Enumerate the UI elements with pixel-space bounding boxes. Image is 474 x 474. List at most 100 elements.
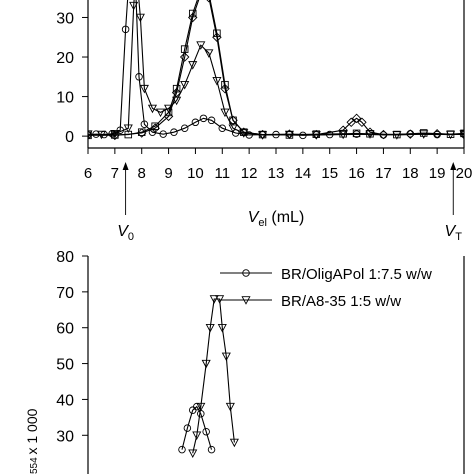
top-series-4-point-24 — [405, 129, 416, 139]
bottom-series-2-point-2 — [192, 431, 202, 441]
top-series-2-point-3 — [110, 130, 120, 139]
bottom-series-2-point-5 — [205, 323, 215, 333]
bottom-y-tick-label: 40 — [56, 392, 74, 409]
top-series-3-point-23 — [419, 129, 428, 137]
top-series-4-point-23 — [378, 129, 389, 140]
bottom-series-1-point-6 — [202, 427, 210, 436]
top-x-tick-label: 17 — [375, 165, 392, 182]
top-series-1-point-15 — [191, 118, 200, 127]
top-y-tick-label: 10 — [56, 90, 74, 107]
top-series-1-line — [88, 0, 464, 136]
bottom-series-2-point-9 — [221, 352, 231, 362]
top-series-4-point-8 — [188, 12, 198, 23]
top-series-1-point-20 — [245, 131, 253, 139]
top-x-tick-label: 11 — [214, 165, 230, 182]
top-series-3-point-20 — [352, 129, 361, 138]
top-series-2-point-8 — [139, 84, 149, 94]
bottom-chart-panel: 30 40 50 60 70 80 554 x 1 000 BR/OligAPol 1:7.… — [24, 249, 465, 474]
bottom-y-tick-label: 60 — [56, 321, 74, 338]
bottom-series-2-point-10 — [225, 402, 235, 412]
top-series-2-point-5 — [129, 1, 139, 11]
bottom-series-2-point-3 — [196, 402, 206, 412]
top-series-4-point-22 — [365, 127, 375, 137]
top-x-tick-label: 16 — [348, 165, 365, 182]
top-series-1-point-12 — [159, 130, 167, 138]
top-series-4-point-10 — [206, 0, 212, 3]
top-x-tick-label: 6 — [84, 165, 92, 182]
top-series-2-point-24 — [338, 130, 348, 140]
top-series-1-point-6 — [121, 25, 130, 34]
top-chart-panel: 01020304067891011121314151617181920Vel (… — [56, 0, 472, 243]
bottom-series-2-point-4 — [201, 359, 211, 369]
top-series-1-point-14 — [180, 124, 189, 132]
top-series-4-point-15 — [257, 129, 268, 140]
top-series-4-point-16 — [284, 129, 295, 139]
top-series-1-point-22 — [299, 131, 307, 140]
top-series-2-line — [88, 0, 464, 136]
top-series-4-point-20 — [351, 113, 362, 124]
bottom-chart-marks — [178, 295, 239, 458]
top-series-1-point-10 — [140, 120, 149, 129]
top-series-3-point-5 — [151, 122, 159, 130]
top-series-3-point-14 — [229, 116, 237, 125]
bottom-series-2-line — [192, 298, 235, 454]
top-series-1-point-13 — [170, 128, 178, 136]
top-chart-marks — [88, 0, 464, 141]
bottom-series-1-point-1 — [178, 445, 186, 454]
top-y-tick-label: 20 — [56, 50, 74, 67]
top-y-tick-label: 0 — [65, 129, 74, 146]
bottom-y-tick-label: 30 — [56, 428, 74, 445]
top-series-2-point-7 — [135, 13, 145, 23]
bottom-y-tick-label: 70 — [56, 285, 74, 302]
top-series-4-point-13 — [228, 115, 238, 126]
top-series-1-point-16 — [199, 114, 208, 123]
volume-marker-arrowhead-2 — [450, 162, 457, 170]
top-x-tick-label: 13 — [268, 165, 285, 182]
top-x-tick-label: 14 — [295, 165, 312, 182]
legend-marker-1 — [242, 269, 250, 277]
top-series-4-point-3 — [136, 128, 147, 138]
top-series-1-point-17 — [207, 116, 216, 125]
top-series-4-line — [88, 0, 464, 136]
top-x-tick-label: 8 — [138, 165, 146, 182]
top-series-4-point-21 — [357, 117, 367, 128]
top-series-2-point-16 — [204, 49, 214, 58]
top-x-tick-label: 20 — [456, 165, 473, 182]
bottom-series-2-point-11 — [229, 438, 239, 448]
top-series-2-point-20 — [239, 129, 249, 138]
top-series-4-point-14 — [239, 127, 249, 137]
top-series-4-point-1 — [88, 130, 93, 140]
top-series-2-point-15 — [196, 41, 206, 50]
top-series-4-point-4 — [150, 123, 160, 133]
top-series-2-point-17 — [212, 77, 222, 86]
top-series-1-point-9 — [135, 73, 143, 81]
top-series-2-point-10 — [155, 108, 166, 118]
top-x-tick-label: 10 — [187, 165, 204, 182]
bottom-y-tick-label: 80 — [56, 249, 74, 266]
top-x-tick-label: 18 — [402, 165, 419, 182]
top-series-1-point-18 — [218, 124, 227, 132]
top-y-tick-label: 30 — [56, 10, 74, 27]
top-series-4-point-2 — [110, 130, 120, 141]
legend-label-2: BR/A8-35 1:5 w/w — [281, 293, 401, 310]
bottom-series-2-point-6 — [209, 295, 219, 304]
volume-marker-arrowhead-1 — [122, 162, 129, 170]
top-series-2-point-4 — [123, 124, 133, 133]
top-series-4-point-11 — [212, 32, 222, 42]
bottom-series-2-point-7 — [215, 295, 225, 304]
top-series-4-point-12 — [220, 83, 230, 94]
bottom-series-2-point-1 — [188, 449, 198, 458]
top-series-4-point-19 — [346, 117, 356, 128]
bottom-series-2-point-8 — [217, 323, 227, 333]
top-x-tick-label: 12 — [241, 165, 258, 182]
top-series-4-point-5 — [163, 111, 174, 122]
top-series-4-point-17 — [311, 129, 322, 140]
top-series-4-point-25 — [432, 129, 442, 139]
top-series-4-point-7 — [179, 52, 190, 62]
top-x-tick-label: 7 — [111, 165, 119, 182]
legend-label-1: BR/OligAPol 1:7.5 w/w — [281, 266, 432, 283]
top-series-3-line — [88, 0, 464, 136]
bottom-series-1-point-2 — [183, 424, 192, 432]
top-series-4-point-26 — [459, 129, 464, 140]
